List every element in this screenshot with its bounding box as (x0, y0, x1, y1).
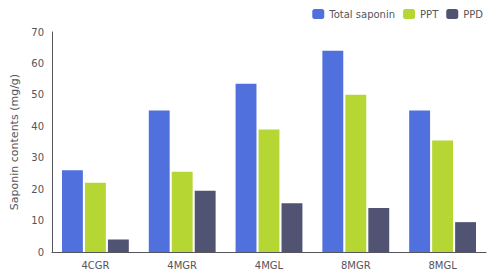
svg-text:20: 20 (31, 184, 44, 195)
svg-text:4MGR: 4MGR (167, 260, 197, 271)
svg-text:30: 30 (31, 152, 44, 163)
svg-text:50: 50 (31, 89, 44, 100)
svg-text:8MGR: 8MGR (341, 260, 371, 271)
svg-text:10: 10 (31, 215, 44, 226)
svg-text:8MGL: 8MGL (428, 260, 457, 271)
svg-text:40: 40 (31, 121, 44, 132)
svg-text:Total saponin: Total saponin (328, 9, 395, 20)
svg-text:Saponin contents (mg/g): Saponin contents (mg/g) (8, 74, 21, 210)
svg-text:60: 60 (31, 58, 44, 69)
svg-text:0: 0 (38, 247, 44, 258)
svg-text:PPD: PPD (463, 9, 483, 20)
svg-text:4CGR: 4CGR (81, 260, 109, 271)
svg-text:70: 70 (31, 27, 44, 38)
svg-text:PPT: PPT (420, 9, 439, 20)
svg-text:4MGL: 4MGL (255, 260, 284, 271)
